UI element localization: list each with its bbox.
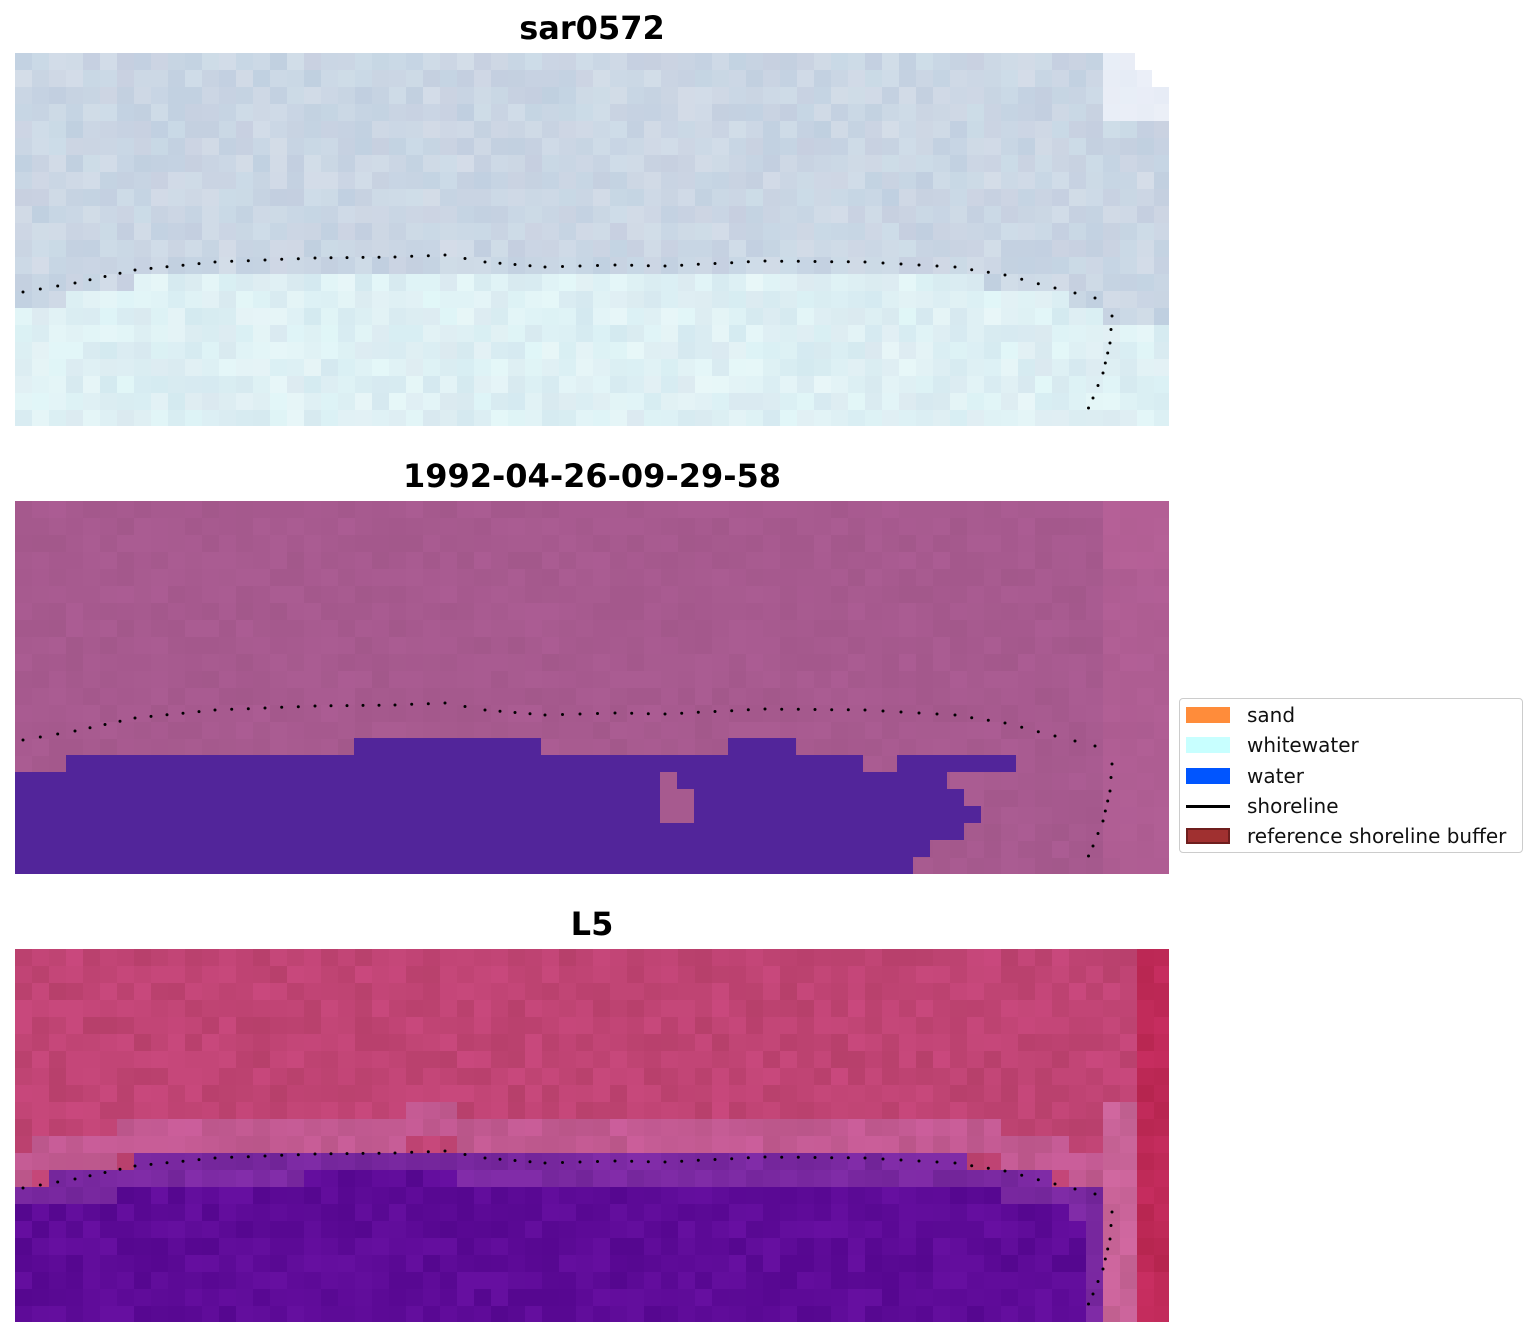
legend-label-shoreline: shoreline [1247,794,1339,818]
legend-label-whitewater: whitewater [1247,733,1359,757]
legend-item-shoreline: shoreline [1186,794,1339,818]
water-mask-region [15,806,981,823]
sand-swatch [1186,707,1230,723]
water-mask-region [15,789,964,806]
water-mask-region [15,840,930,857]
legend-label-sand: sand [1247,703,1296,727]
legend-item-sand: sand [1186,703,1296,727]
water-mask-region [66,755,863,772]
water-mask-region [897,755,1016,772]
panel-title-3: L5 [570,905,614,943]
l5-image-panel [15,949,1169,1322]
sar-image-panel [15,53,1169,426]
water-mask-region [15,823,964,840]
shoreline-dots [21,253,1114,410]
legend-item-water: water [1186,764,1304,788]
classification-image [15,501,1169,874]
classification-image-panel [15,501,1169,874]
water-mask-region [15,772,947,789]
shoreline-dots [21,1149,1114,1306]
legend-label-water: water [1247,764,1304,788]
water-mask-region [354,738,541,755]
legend: sand whitewater water shoreline referenc… [1179,698,1523,853]
shoreline-dots [21,701,1114,858]
l5-image [15,949,1169,1322]
panel-title-1: sar0572 [519,9,665,47]
panel-title-2: 1992-04-26-09-29-58 [402,457,782,495]
water-mask-region [15,857,913,874]
legend-item-reference-buffer: reference shoreline buffer [1186,824,1507,848]
legend-item-whitewater: whitewater [1186,733,1359,757]
sar-image [15,53,1169,426]
water-swatch [1186,768,1230,784]
water-mask-region [728,738,796,755]
whitewater-swatch [1186,737,1230,753]
legend-label-reference-buffer: reference shoreline buffer [1247,824,1507,848]
reference-buffer-swatch [1186,828,1230,844]
shoreline-line-swatch [1186,804,1230,808]
